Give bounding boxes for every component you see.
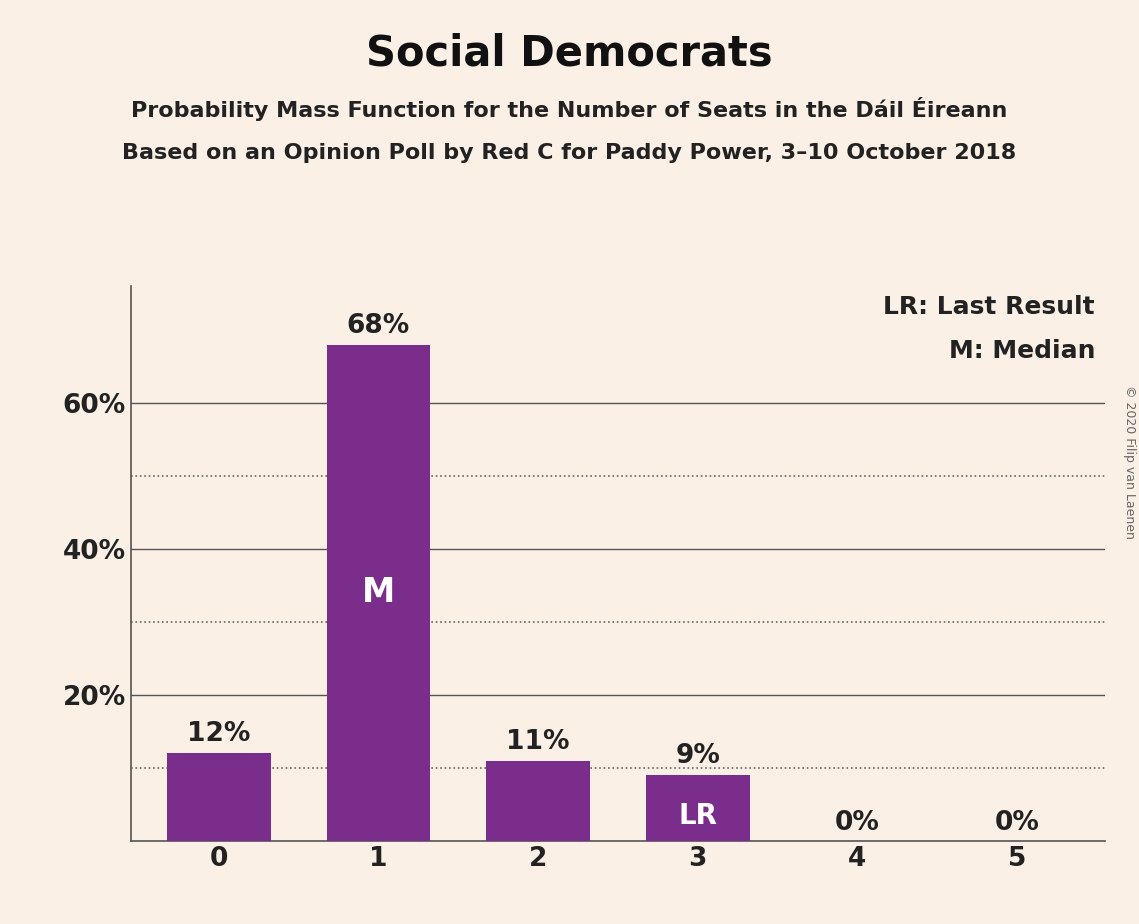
Text: 9%: 9% [675, 743, 720, 770]
Text: LR: Last Result: LR: Last Result [884, 295, 1095, 319]
Bar [646, 775, 749, 841]
Bar [167, 753, 271, 841]
Text: 68%: 68% [346, 313, 410, 339]
Text: Social Democrats: Social Democrats [366, 32, 773, 74]
Bar [486, 760, 590, 841]
Text: M: Median: M: Median [949, 339, 1095, 363]
Text: Based on an Opinion Poll by Red C for Paddy Power, 3–10 October 2018: Based on an Opinion Poll by Red C for Pa… [122, 143, 1017, 164]
Text: 0%: 0% [835, 809, 879, 835]
Text: 0%: 0% [994, 809, 1040, 835]
Text: © 2020 Filip van Laenen: © 2020 Filip van Laenen [1123, 385, 1137, 539]
Bar [327, 345, 431, 841]
Text: 11%: 11% [507, 729, 570, 755]
Text: Probability Mass Function for the Number of Seats in the Dáil Éireann: Probability Mass Function for the Number… [131, 97, 1008, 121]
Text: LR: LR [678, 802, 718, 830]
Text: 12%: 12% [187, 722, 251, 748]
Text: M: M [362, 577, 395, 609]
